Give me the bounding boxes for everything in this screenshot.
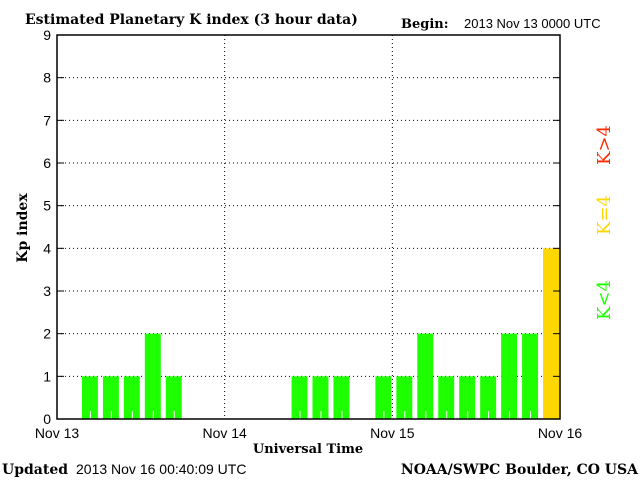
x-axis-label: Universal Time: [253, 442, 363, 457]
x-tick-label: Nov 15: [370, 425, 415, 441]
y-tick-label: 4: [43, 240, 51, 256]
kp-bar: [333, 376, 350, 419]
y-tick-label: 6: [43, 155, 51, 171]
x-tick-label: Nov 13: [35, 425, 80, 441]
legend-item: K>4: [594, 125, 615, 165]
begin-value: 2013 Nov 13 0000 UTC: [464, 16, 601, 31]
legend-item: K=4: [594, 195, 615, 235]
kp-bar: [522, 333, 539, 419]
updated-value: 2013 Nov 16 00:40:09 UTC: [76, 461, 246, 477]
kp-bar: [417, 333, 434, 419]
y-tick-label: 0: [43, 411, 51, 427]
y-tick-label: 7: [43, 112, 51, 128]
y-tick-label: 5: [43, 198, 51, 214]
kp-bar: [375, 376, 392, 419]
x-tick-label: Nov 16: [538, 425, 583, 441]
y-tick-label: 3: [43, 283, 51, 299]
kp-bar: [144, 333, 161, 419]
source-credit: NOAA/SWPC Boulder, CO USA: [401, 462, 639, 478]
chart-title: Estimated Planetary K index (3 hour data…: [25, 12, 358, 28]
kp-bar: [459, 376, 476, 419]
kp-bar: [438, 376, 455, 419]
x-tick-label: Nov 14: [202, 425, 247, 441]
kp-bar: [480, 376, 497, 419]
kp-bar: [123, 376, 140, 419]
kp-bar: [291, 376, 308, 419]
updated-label: Updated: [2, 462, 68, 478]
y-tick-label: 9: [43, 27, 51, 43]
kp-bar: [501, 333, 518, 419]
kp-bar: [312, 376, 329, 419]
y-tick-label: 8: [43, 70, 51, 86]
y-tick-label: 1: [43, 368, 51, 384]
legend-item: K<4: [594, 280, 615, 320]
begin-label: Begin:: [401, 17, 449, 32]
plot-frame: [56, 34, 561, 420]
y-tick-label: 2: [43, 326, 51, 342]
kp-bar: [165, 376, 182, 419]
y-axis-label: Kp index: [15, 193, 31, 263]
kp-bar: [396, 376, 413, 419]
kp-bar: [102, 376, 119, 419]
kp-bar: [81, 376, 98, 419]
